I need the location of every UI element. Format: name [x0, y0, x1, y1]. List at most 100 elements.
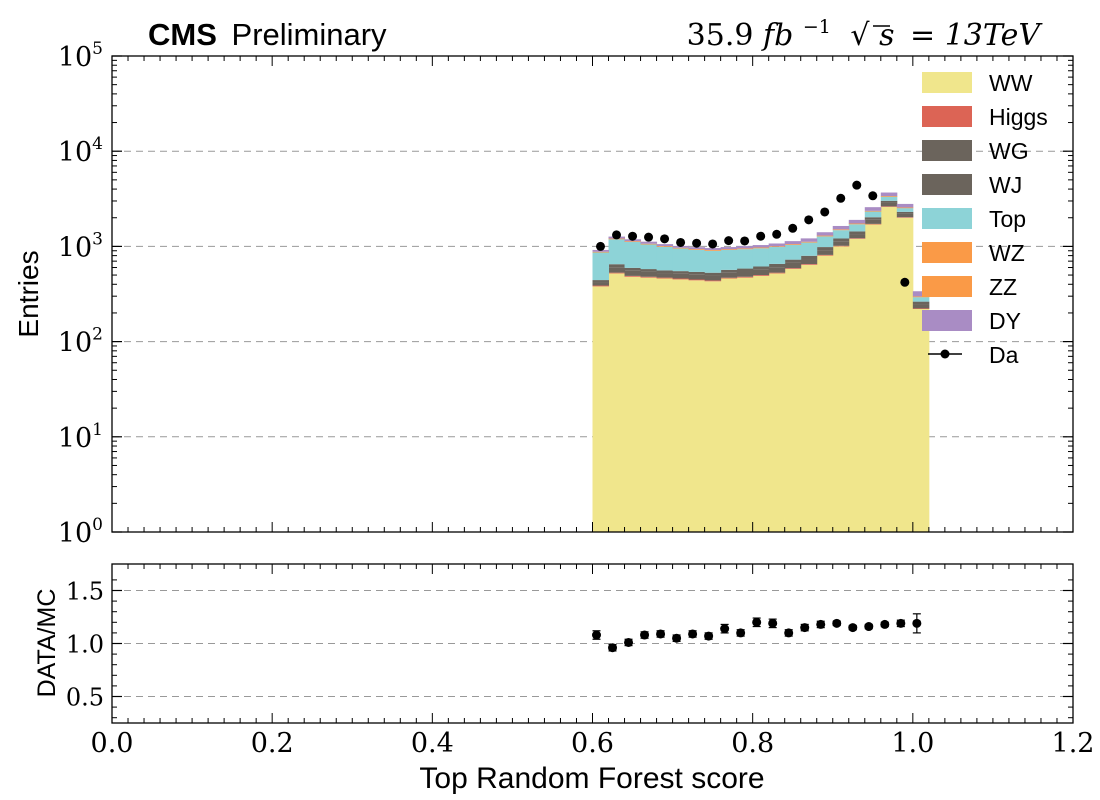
lumi-exp: −1 — [803, 16, 831, 38]
bar-wj — [720, 269, 738, 273]
ratio-point — [736, 628, 746, 638]
bar-top — [704, 250, 722, 273]
bar-higgs — [832, 245, 850, 247]
ratio-point — [768, 618, 778, 628]
ratio-point — [896, 618, 906, 628]
bar-wz — [720, 249, 738, 250]
main-y-tick-label: 100 — [58, 515, 103, 549]
bar-wg — [816, 250, 834, 255]
bar-top — [880, 196, 898, 201]
bar-dy — [848, 219, 866, 224]
ratio-point — [592, 630, 602, 640]
bar-zz — [752, 247, 770, 249]
bar-top — [592, 252, 610, 281]
bar-dy — [752, 245, 770, 248]
bar-top — [832, 230, 850, 239]
bar-higgs — [912, 308, 930, 310]
bar-wj — [608, 264, 626, 268]
data-point — [676, 237, 686, 247]
data-point — [852, 180, 862, 190]
bar-top — [720, 249, 738, 270]
bar-top — [752, 248, 770, 267]
bar-ww — [656, 278, 674, 532]
bar-top — [816, 236, 834, 248]
ratio-point — [816, 619, 826, 629]
ratio-x-tick-labels: 0.0 0.2 0.4 0.6 0.8 1.0 1.2 — [91, 728, 1095, 759]
bar-higgs — [768, 272, 786, 274]
legend-label-wz: WZ — [989, 240, 1025, 266]
data-point — [708, 239, 718, 249]
legend-label-data: Da — [989, 342, 1019, 368]
bar-wz — [704, 250, 722, 251]
bar-wz — [752, 247, 770, 249]
bar-wg — [912, 304, 930, 309]
bar-ww — [912, 309, 930, 532]
bar-dy — [768, 243, 786, 247]
bar-top — [864, 211, 882, 218]
bar-ww — [624, 276, 642, 532]
main-y-tick-labels: 100 101 102 103 104 105 — [58, 39, 103, 549]
ratio-point — [704, 631, 714, 641]
x-tick-label: 1.0 — [891, 728, 934, 759]
bar-wg — [736, 271, 754, 277]
bar-wj — [672, 271, 690, 274]
ratio-y-tick-label: 0.5 — [66, 684, 104, 712]
bar-higgs — [704, 280, 722, 282]
legend-label-ww: WW — [989, 70, 1033, 96]
bar-wz — [688, 249, 706, 250]
x-tick-label: 1.2 — [1052, 728, 1095, 759]
bar-top — [624, 241, 642, 268]
data-point — [900, 277, 910, 287]
bar-zz — [688, 249, 706, 250]
bar-higgs — [688, 279, 706, 281]
bar-zz — [768, 246, 786, 247]
bar-wj — [736, 268, 754, 272]
bar-ww — [864, 224, 882, 533]
bar-ww — [816, 255, 834, 532]
bar-ww — [688, 280, 706, 532]
ratio-y-tick-label: 1.5 — [66, 578, 104, 606]
ratio-point — [912, 618, 922, 628]
ratio-panel: 0.51.01.5 0.0 0.2 0.4 0.6 0.8 1.0 1.2 DATA/MC … — [33, 563, 1095, 795]
bar-zz — [784, 244, 802, 245]
bar-higgs — [752, 275, 770, 276]
bar-wz — [800, 242, 818, 243]
main-stack — [592, 192, 930, 533]
bar-wg — [752, 269, 770, 276]
bar-higgs — [816, 254, 834, 256]
bar-wz — [736, 248, 754, 250]
ratio-point — [640, 630, 650, 640]
bar-top — [608, 239, 626, 265]
legend-swatch-wz — [922, 242, 972, 263]
bar-wg — [784, 262, 802, 269]
bar-wj — [816, 247, 834, 251]
bar-wg — [704, 275, 722, 281]
bar-wj — [624, 267, 642, 271]
bar-top — [640, 244, 658, 270]
bar-wz — [832, 229, 850, 231]
main-y-tick-label: 103 — [58, 229, 103, 263]
bar-zz — [912, 296, 930, 297]
bar-higgs — [672, 278, 690, 280]
bar-wg — [592, 282, 610, 286]
bar-wg — [768, 267, 786, 273]
main-frame — [111, 55, 1074, 533]
bar-zz — [592, 251, 610, 253]
legend: WW Higgs WG WJ Top WZ ZZ DY Da — [922, 70, 1048, 368]
bar-top — [688, 249, 706, 272]
bar-wj — [752, 266, 770, 270]
main-y-label: Entries — [13, 250, 44, 337]
bar-ww — [672, 279, 690, 532]
bar-wg — [880, 202, 898, 207]
bar-zz — [896, 207, 914, 208]
data-point — [740, 236, 750, 246]
bar-top — [656, 246, 674, 271]
bar-wz — [816, 235, 834, 237]
data-point — [804, 215, 814, 225]
bar-wz — [912, 296, 930, 298]
x-tick-label: 0.6 — [571, 728, 614, 759]
bar-zz — [640, 243, 658, 245]
main-y-tick-label: 101 — [58, 420, 103, 454]
bar-zz — [704, 250, 722, 251]
bar-wg — [864, 219, 882, 224]
